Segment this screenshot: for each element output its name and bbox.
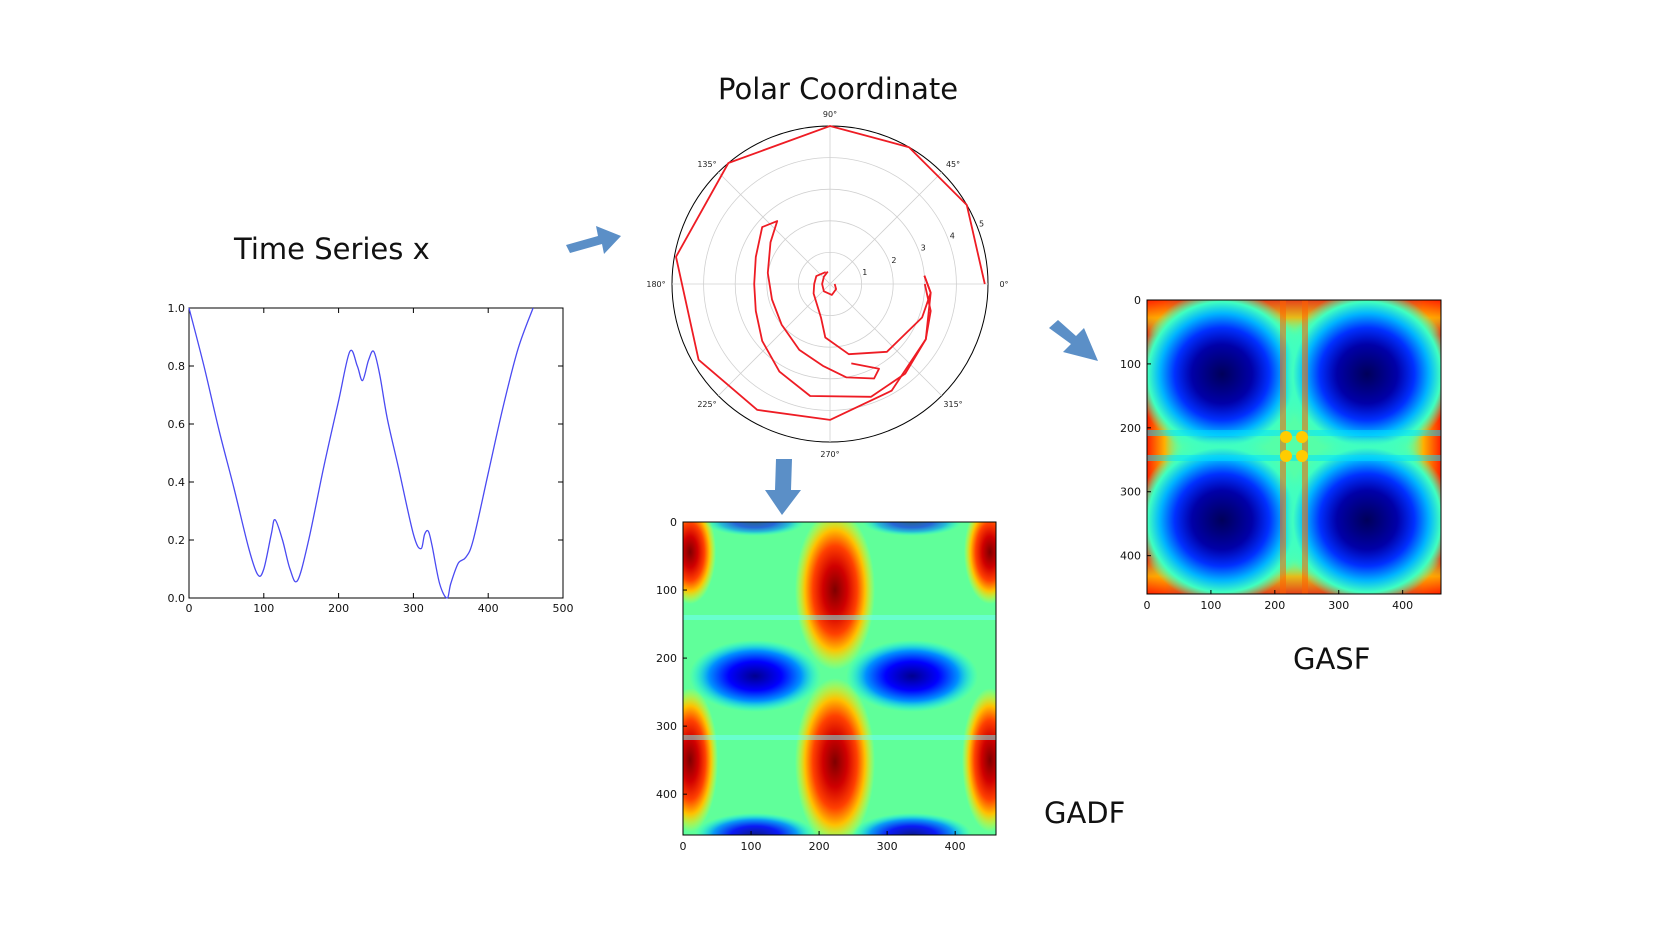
polar-angle-label: 315°: [943, 400, 962, 409]
gadf-y-tick-label: 100: [656, 584, 677, 597]
gadf-x-tick-label: 300: [877, 840, 898, 853]
gasf-x-tick-label: 300: [1328, 599, 1349, 612]
polar-series-line: [812, 271, 932, 356]
gadf-x-tick-label: 0: [680, 840, 687, 853]
ts-x-tick-label: 300: [403, 602, 424, 615]
gasf-heatmap: [1146, 299, 1442, 595]
polar-radius-label: 5: [979, 220, 984, 229]
gasf-y-tick-label: 300: [1120, 486, 1141, 499]
polar-angle-label: 45°: [946, 160, 960, 169]
gasf-y-tick-label: 100: [1120, 358, 1141, 371]
polar-angle-label: 180°: [646, 280, 665, 289]
ts-x-tick-label: 500: [553, 602, 574, 615]
gasf-y-tick-label: 200: [1120, 422, 1141, 435]
gadf-title: GADF: [1044, 796, 1126, 830]
ts-y-tick-label: 0.0: [168, 592, 186, 605]
polar-title: Polar Coordinate: [718, 72, 959, 106]
ts-x-tick-label: 100: [253, 602, 274, 615]
gadf-y-tick-label: 0: [670, 516, 677, 529]
gasf-x-tick-label: 0: [1144, 599, 1151, 612]
polar-angle-label: 90°: [823, 110, 837, 119]
ts-y-tick-label: 0.4: [168, 476, 186, 489]
gasf-y-tick-label: 0: [1134, 294, 1141, 307]
ts-x-tick-label: 0: [186, 602, 193, 615]
gadf-y-tick-label: 400: [656, 788, 677, 801]
ts-series-line: [188, 307, 534, 599]
gadf-x-tick-label: 400: [945, 840, 966, 853]
ts-x-tick-label: 200: [328, 602, 349, 615]
polar-radius-label: 4: [950, 232, 955, 241]
ts-x-tick-label: 400: [478, 602, 499, 615]
gadf-heatmap: [682, 521, 997, 836]
gadf-x-tick-label: 100: [741, 840, 762, 853]
time-series-title: Time Series x: [234, 232, 430, 266]
polar-radius-label: 2: [891, 256, 896, 265]
polar-series-line: [753, 220, 932, 398]
ts-y-tick-label: 1.0: [168, 302, 186, 315]
arrow-to-gasf-icon: [1049, 320, 1098, 361]
polar-series-line: [821, 271, 837, 296]
polar-angle-label: 225°: [697, 400, 716, 409]
ts-y-tick-label: 0.8: [168, 360, 186, 373]
polar-plot: 0° 45° 90° 135° 180° 225° 270° 315° 1 2 3 4 5: [646, 110, 1008, 459]
gadf-y-tick-label: 300: [656, 720, 677, 733]
arrow-to-polar-icon: [566, 226, 621, 254]
polar-angle-label: 135°: [697, 160, 716, 169]
gadf-axis-ticks: 0 100 200 300 400 0 100 200 300 400: [656, 516, 966, 853]
polar-radius-label: 3: [921, 244, 926, 253]
polar-angle-label: 0°: [999, 280, 1008, 289]
gasf-y-tick-label: 400: [1120, 550, 1141, 563]
gasf-x-tick-label: 200: [1264, 599, 1285, 612]
gadf-x-tick-label: 200: [809, 840, 830, 853]
ts-axes-frame: [188, 307, 564, 599]
time-series-plot: 0 100 200 300 400 500 0.0 0.2 0.4 0.6 0.8 1.0: [168, 302, 574, 615]
ts-y-tick-label: 0.6: [168, 418, 186, 431]
gasf-x-tick-label: 400: [1392, 599, 1413, 612]
gadf-y-tick-label: 200: [656, 652, 677, 665]
polar-grid-spoke: [829, 171, 943, 285]
polar-grid-spoke: [717, 283, 831, 397]
arrow-to-gadf-icon: [765, 459, 801, 515]
gasf-title: GASF: [1293, 642, 1371, 676]
gasf-x-tick-label: 100: [1200, 599, 1221, 612]
polar-radius-label: 1: [862, 268, 867, 277]
ts-y-tick-label: 0.2: [168, 534, 186, 547]
gasf-axis-ticks: 0 100 200 300 400 0 100 200 300 400: [1120, 294, 1413, 612]
polar-angle-label: 270°: [820, 450, 839, 459]
polar-grid-spoke: [829, 283, 943, 397]
